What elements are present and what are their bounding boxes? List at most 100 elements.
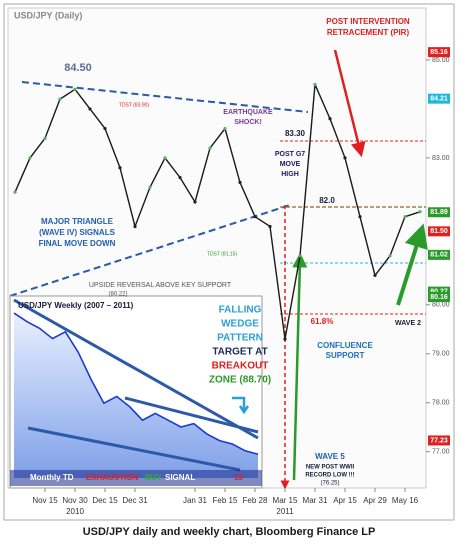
annotation: FINAL MOVE DOWN bbox=[39, 239, 116, 248]
price-point bbox=[223, 126, 227, 131]
y-tick-label: 85.00 bbox=[432, 57, 450, 64]
price-point bbox=[178, 175, 182, 180]
wedge-line bbox=[124, 396, 259, 434]
price-point bbox=[73, 87, 77, 91]
price-point bbox=[358, 215, 362, 219]
inset-annotation: Monthly TD bbox=[30, 473, 74, 482]
price-tag-label: 81.89 bbox=[430, 209, 448, 216]
x-tick-label: Nov 15 bbox=[32, 496, 58, 505]
annotation: POST G7 bbox=[275, 151, 305, 158]
breakout-arrow bbox=[232, 396, 250, 415]
price-point bbox=[253, 215, 257, 219]
annotation: HIGH bbox=[281, 171, 299, 178]
price-point bbox=[418, 210, 422, 214]
annotation: POST INTERVENTION bbox=[326, 17, 410, 26]
annotation: 84.50 bbox=[64, 62, 92, 74]
price-point bbox=[298, 254, 302, 258]
inset-title: USD/JPY Weekly (2007 – 2011) bbox=[18, 301, 134, 310]
price-point bbox=[373, 273, 377, 278]
annotation: WAVE 5 bbox=[315, 452, 345, 461]
annotation: ZONE (88.70) bbox=[209, 375, 271, 386]
annotation: 61.8% bbox=[311, 317, 334, 326]
price-point bbox=[283, 337, 287, 341]
annotation: SUPPORT bbox=[326, 351, 365, 360]
arrow bbox=[292, 252, 308, 481]
annotation: CONFLUENCE bbox=[317, 341, 373, 350]
year-label: 2011 bbox=[276, 507, 294, 516]
x-tick-label: Dec 15 bbox=[92, 496, 118, 505]
price-point bbox=[268, 224, 272, 229]
annotation: NEW POST WWII bbox=[306, 465, 355, 471]
inset-chart: USD/JPY Weekly (2007 – 2011) Monthly TD EX… bbox=[10, 298, 262, 486]
inset-line bbox=[13, 312, 259, 455]
inset-annotation: BUY bbox=[145, 473, 163, 482]
x-tick-label: Jan 31 bbox=[183, 496, 208, 505]
price-tag-label: 81.50 bbox=[430, 228, 448, 235]
price-point bbox=[88, 107, 92, 111]
y-tick-label: 83.00 bbox=[432, 155, 450, 162]
price-point bbox=[118, 166, 122, 170]
price-point bbox=[163, 156, 167, 160]
annotation: (80.22) bbox=[108, 292, 127, 298]
annotation: SHOCK! bbox=[234, 119, 262, 126]
price-tag bbox=[428, 207, 450, 218]
x-tick-label: Feb 28 bbox=[243, 496, 268, 505]
x-tick-label: Mar 31 bbox=[303, 496, 328, 505]
y-tick-label: 79.00 bbox=[432, 351, 450, 358]
price-tag bbox=[428, 226, 450, 237]
price-point bbox=[58, 97, 62, 101]
price-point bbox=[103, 126, 107, 131]
price-point bbox=[13, 190, 17, 194]
x-tick-label: Apr 29 bbox=[363, 496, 387, 505]
x-tick-label: Mar 15 bbox=[273, 496, 298, 505]
annotation: UPSIDE REVERSAL ABOVE KEY SUPPORT bbox=[89, 282, 232, 289]
annotation: (WAVE IV) SIGNALS bbox=[39, 228, 116, 237]
price-point bbox=[43, 136, 47, 140]
annotation: BREAKOUT bbox=[212, 361, 269, 372]
price-tag bbox=[428, 47, 450, 58]
y-tick-label: 77.00 bbox=[432, 449, 450, 456]
price-tag bbox=[428, 93, 450, 104]
triangle-top bbox=[21, 81, 309, 113]
price-tag-label: 77.23 bbox=[430, 437, 448, 444]
price-point bbox=[148, 185, 152, 189]
inset-annotation: SIGNAL bbox=[165, 473, 195, 482]
caption: USD/JPY daily and weekly chart, Bloomber… bbox=[83, 526, 376, 538]
arrow bbox=[396, 223, 428, 306]
annotation: WAVE 2 bbox=[395, 320, 421, 327]
price-tag-label: 85.16 bbox=[430, 49, 448, 56]
annotation: TDST (83.90) bbox=[119, 102, 150, 108]
x-tick-label: May 16 bbox=[392, 496, 419, 505]
annotation: TDST (81.15) bbox=[207, 251, 238, 257]
price-point bbox=[193, 200, 197, 204]
price-tag-label: 80.27 bbox=[430, 288, 448, 295]
price-tag bbox=[428, 249, 450, 260]
y-tick-label: 80.00 bbox=[432, 302, 450, 309]
year-label: 2010 bbox=[66, 507, 84, 516]
price-point bbox=[238, 180, 242, 184]
wedge-line bbox=[27, 426, 241, 472]
annotation: 83.30 bbox=[285, 129, 306, 138]
x-tick-label: Dec 31 bbox=[122, 496, 148, 505]
arrow bbox=[333, 49, 366, 158]
annotation: RECORD LOW !!! bbox=[305, 473, 354, 479]
x-tick-label: Apr 15 bbox=[333, 496, 357, 505]
inset-annotation: 13 bbox=[234, 473, 243, 482]
inset-annotation: EXHAUSTION bbox=[86, 473, 139, 482]
price-point bbox=[328, 117, 332, 121]
price-point bbox=[403, 215, 407, 219]
annotation: EARTHQUAKE bbox=[223, 109, 273, 116]
annotation: PATTERN bbox=[217, 333, 263, 344]
annotation: MOVE bbox=[280, 161, 301, 168]
price-line bbox=[14, 84, 421, 340]
annotation: WEDGE bbox=[221, 319, 259, 330]
price-point bbox=[133, 224, 137, 229]
annotation: TARGET AT bbox=[212, 347, 267, 358]
price-tag-label: 81.02 bbox=[430, 252, 448, 259]
y-tick-label: 78.00 bbox=[432, 400, 450, 407]
price-tag-label: 80.16 bbox=[430, 294, 448, 301]
x-tick-label: Feb 15 bbox=[213, 496, 238, 505]
wedge-line bbox=[13, 298, 259, 440]
